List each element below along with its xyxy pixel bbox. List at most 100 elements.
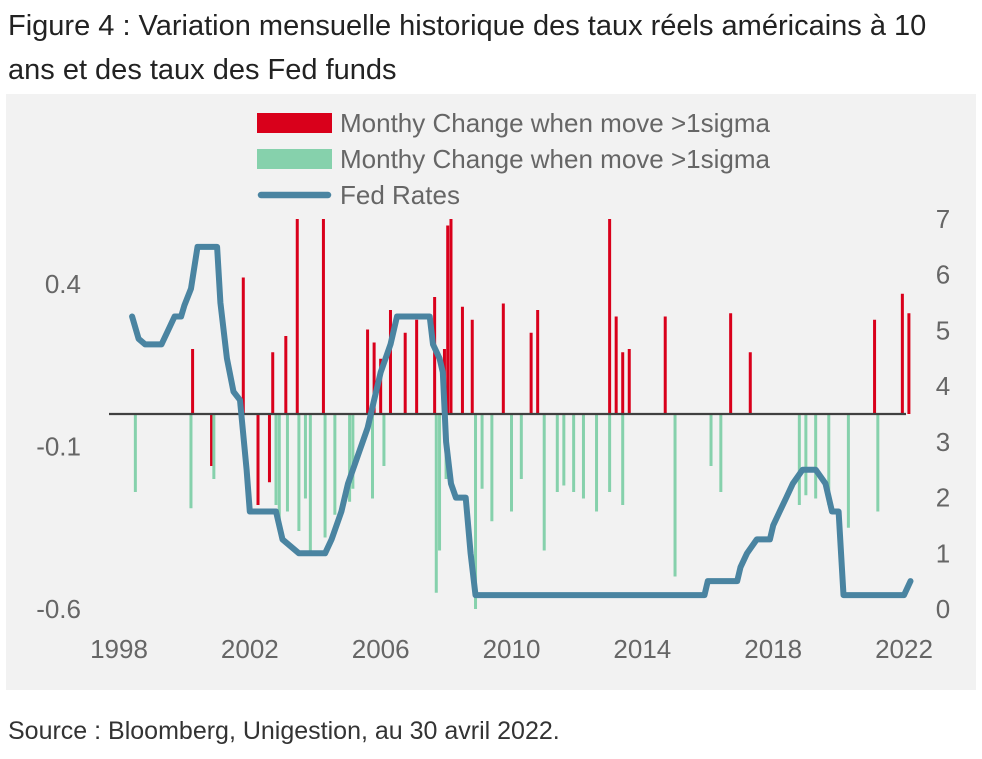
down-bar (673, 414, 677, 577)
up-bar (900, 293, 904, 414)
x-tick-label: 2010 (483, 634, 541, 664)
x-tick-label: 2022 (875, 634, 933, 664)
y-right-tick-label: 3 (936, 427, 950, 457)
down-bar (351, 414, 355, 489)
up-bar (403, 332, 407, 414)
down-bar (212, 414, 216, 479)
up-bar (271, 352, 275, 414)
down-bar (814, 414, 818, 499)
up-bar (366, 329, 370, 414)
down-bar (303, 414, 307, 499)
down-bar (297, 414, 301, 531)
fed-rates-line (129, 243, 914, 599)
down-bar (709, 414, 713, 466)
legend-swatch (257, 149, 332, 169)
up-bar (470, 319, 474, 414)
legend-label: Monthy Change when move >1sigma (340, 144, 771, 174)
down-bar (474, 414, 478, 609)
down-bar (797, 414, 801, 505)
y-right-tick-label: 0 (936, 594, 950, 624)
up-bar (284, 336, 288, 414)
y-right-tick-label: 7 (936, 204, 950, 234)
y-right-tick-label: 1 (936, 538, 950, 568)
up-bar (191, 349, 195, 414)
up-bar (295, 219, 299, 414)
down-bar (542, 414, 546, 551)
down-bar (480, 414, 484, 489)
down-bar (608, 414, 612, 492)
down-bar (827, 414, 831, 505)
up-bar (372, 342, 376, 414)
down-bar (189, 414, 193, 509)
chart-panel: 0.4 -0.1 -0.6 0 1 2 3 4 5 6 7 1998 2002 2006 2010 2014 2… (6, 94, 976, 690)
y-right-tick-label: 6 (936, 260, 950, 290)
down-bar (438, 414, 442, 551)
x-tick-label: 2018 (744, 634, 802, 664)
up-bar (663, 316, 667, 414)
y-right-tick-label: 4 (936, 371, 950, 401)
y-left-tick-label: 0.4 (45, 269, 81, 299)
y-left-tick-label: -0.1 (36, 432, 81, 462)
y-right-tick-label: 5 (936, 315, 950, 345)
up-bar (415, 319, 419, 414)
down-bar (370, 414, 374, 499)
down-bar (490, 414, 494, 522)
up-bar (256, 414, 260, 505)
up-bar (729, 313, 733, 414)
up-bar (446, 225, 450, 414)
legend-label: Monthy Change when move >1sigma (340, 108, 771, 138)
up-bar (536, 310, 540, 414)
up-bar (614, 316, 618, 414)
down-bar (333, 414, 337, 515)
chart-svg: 0.4 -0.1 -0.6 0 1 2 3 4 5 6 7 1998 2002 2006 2010 2014 2… (36, 108, 950, 664)
down-bar (308, 414, 312, 554)
up-bar (907, 313, 911, 414)
down-bar (595, 414, 599, 512)
down-bar (274, 414, 278, 505)
legend-label: Fed Rates (340, 180, 460, 210)
down-bar (719, 414, 723, 492)
up-bar (241, 277, 245, 414)
up-bar (460, 306, 464, 414)
down-bar (572, 414, 576, 492)
up-bar (388, 310, 392, 414)
down-bar (348, 414, 352, 502)
up-bar (267, 414, 271, 483)
legend-swatch (257, 113, 332, 133)
down-bar (434, 414, 438, 593)
down-bar (323, 414, 327, 538)
up-bar (873, 319, 877, 414)
up-bar (210, 414, 214, 466)
down-bar (382, 414, 386, 466)
up-bar (433, 297, 437, 414)
up-bar (529, 332, 533, 414)
up-bar (321, 219, 325, 414)
down-bar (581, 414, 585, 499)
down-bar (285, 414, 289, 512)
down-bar (876, 414, 880, 512)
down-bar (846, 414, 850, 528)
y-left-tick-label: -0.6 (36, 594, 81, 624)
chart-title: Figure 4 : Variation mensuelle historiqu… (8, 10, 927, 86)
down-bar (804, 414, 808, 496)
down-bar (133, 414, 137, 492)
up-bar (501, 303, 505, 414)
x-tick-label: 2002 (221, 634, 279, 664)
down-bar (519, 414, 523, 479)
down-bar (277, 414, 281, 522)
up-bar (621, 352, 625, 414)
x-tick-label: 2014 (613, 634, 671, 664)
up-bar (449, 219, 453, 414)
source-note: Source : Bloomberg, Unigestion, au 30 av… (8, 717, 560, 745)
up-bar (748, 352, 752, 414)
down-bar (621, 414, 625, 505)
x-tick-label: 1998 (90, 634, 148, 664)
up-bar (379, 358, 383, 414)
down-bar (555, 414, 559, 492)
down-bar (562, 414, 566, 486)
y-right-tick-label: 2 (936, 483, 950, 513)
up-bar (627, 349, 631, 414)
x-tick-label: 2006 (352, 634, 410, 664)
up-bar (608, 219, 612, 414)
down-bar (510, 414, 513, 512)
